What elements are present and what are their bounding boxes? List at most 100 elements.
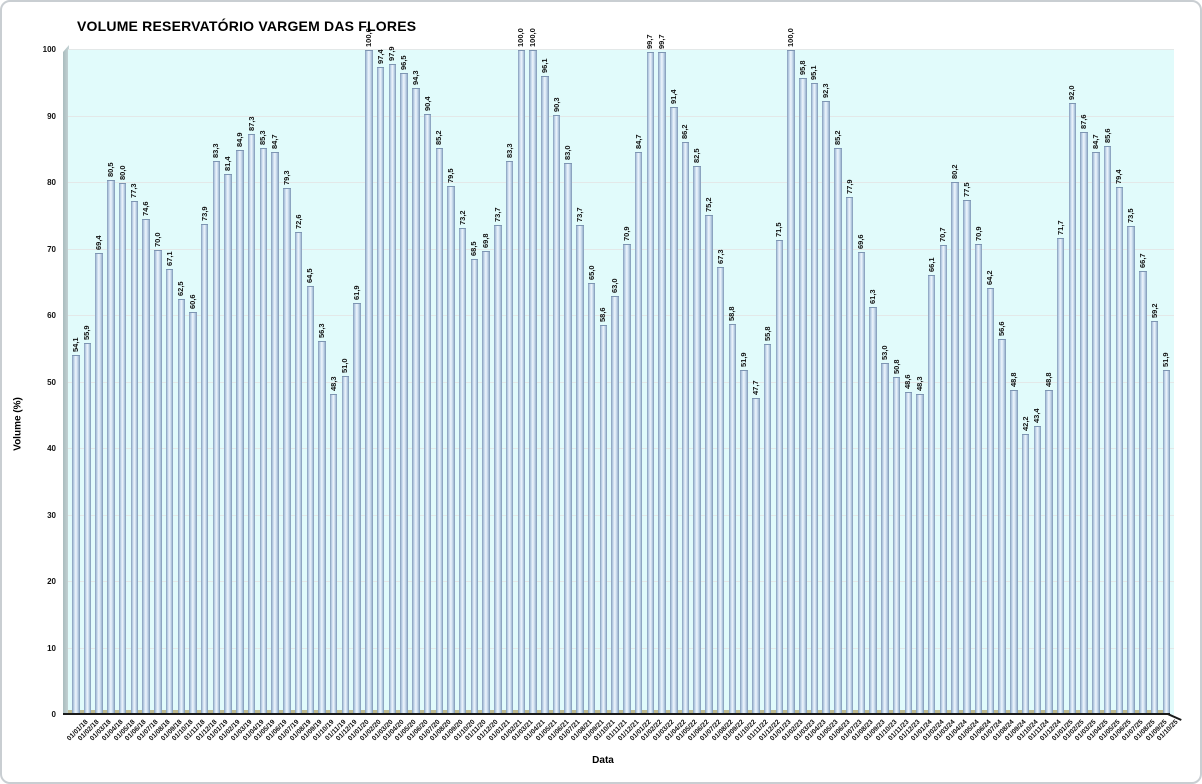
bar-value-label: 75,2 — [703, 197, 713, 212]
bar-value-label: 73,9 — [199, 205, 209, 221]
bar — [1021, 434, 1030, 715]
bar — [177, 299, 186, 715]
bar-value-label: 66,7 — [1137, 253, 1147, 269]
y-tick-label: 10 — [47, 643, 56, 653]
bar — [318, 340, 326, 715]
y-tick-label: 60 — [47, 311, 56, 320]
bar-value-label: 86,2 — [680, 124, 690, 139]
gridline — [68, 448, 1174, 449]
bar — [271, 151, 279, 715]
bar-value-label: 58,8 — [727, 306, 737, 321]
bar — [236, 150, 244, 715]
bar-value-label: 54,1 — [70, 337, 80, 353]
bar-value-label: 70,9 — [621, 225, 631, 241]
bar — [705, 214, 713, 715]
bar — [95, 253, 103, 715]
bar — [376, 67, 385, 715]
bar — [482, 250, 490, 715]
bar-value-label: 87,3 — [246, 116, 256, 132]
bar — [306, 286, 315, 715]
bar — [1045, 390, 1053, 715]
bar — [423, 113, 432, 715]
bar-value-label: 47,7 — [750, 380, 760, 395]
bar-value-label: 64,2 — [985, 270, 995, 286]
bar — [470, 259, 479, 715]
bar — [1068, 103, 1077, 715]
bar — [587, 282, 596, 715]
bar-value-label: 70,9 — [973, 225, 983, 241]
bar — [963, 199, 971, 715]
bar-value-label: 96,1 — [539, 58, 549, 73]
x-axis-title: Data — [592, 755, 614, 766]
gridline — [68, 647, 1174, 649]
bar — [1010, 390, 1018, 715]
bar-value-label: 50,8 — [891, 359, 901, 375]
bar — [388, 63, 397, 715]
bar-value-label: 79,4 — [1114, 169, 1124, 184]
bar — [951, 181, 959, 715]
bar-value-label: 96,5 — [399, 55, 409, 71]
bar-value-label: 84,7 — [633, 134, 643, 149]
bar — [1092, 151, 1100, 715]
bar — [974, 243, 983, 715]
bar-value-label: 48,6 — [903, 374, 913, 389]
x-axis-line — [63, 713, 1170, 715]
bar-value-label: 100,0 — [516, 28, 526, 47]
bar — [189, 312, 197, 715]
bar — [740, 369, 748, 715]
bar — [611, 296, 619, 715]
bar-value-label: 80,2 — [950, 164, 960, 179]
bar-value-label: 68,5 — [469, 241, 479, 257]
bar — [142, 218, 150, 715]
bar — [670, 107, 678, 715]
bar — [681, 141, 690, 715]
bar-value-label: 84,9 — [234, 132, 244, 148]
bar-value-label: 91,4 — [668, 89, 678, 105]
bar-value-label: 77,3 — [129, 183, 139, 198]
bar — [365, 50, 373, 715]
gridline — [68, 248, 1174, 250]
bar — [775, 239, 784, 715]
bar-value-label: 84,7 — [1090, 134, 1100, 149]
bar — [1056, 238, 1065, 715]
bar-value-label: 85,2 — [832, 130, 842, 146]
bar — [693, 166, 701, 715]
bar — [916, 393, 924, 715]
bar — [247, 134, 256, 715]
bar — [341, 375, 350, 715]
bar — [329, 393, 338, 715]
bar-value-label: 61,3 — [868, 289, 878, 305]
bar-value-label: 90,3 — [551, 96, 561, 112]
bar — [716, 267, 725, 715]
bar — [1080, 132, 1088, 715]
bar — [552, 114, 561, 715]
y-tick-label: 30 — [47, 510, 56, 520]
y-tick-label: 50 — [47, 377, 56, 387]
gridline — [68, 581, 1174, 582]
bar — [576, 224, 584, 715]
bar-value-label: 48,3 — [915, 376, 924, 391]
bar-value-label: 92,3 — [821, 83, 831, 99]
bar — [658, 51, 666, 715]
bar-value-label: 82,5 — [692, 148, 702, 164]
bar-value-label: 43,4 — [1032, 408, 1042, 424]
bar — [939, 244, 948, 715]
bar — [810, 82, 819, 715]
bar — [412, 87, 420, 715]
bar — [212, 161, 221, 715]
bar-value-label: 70,7 — [938, 227, 948, 242]
bar — [892, 377, 901, 715]
bar-value-label: 97,9 — [387, 46, 397, 61]
bar — [154, 249, 162, 715]
bar-value-label: 80,0 — [117, 165, 127, 180]
bar-value-label: 62,5 — [176, 281, 186, 297]
bar — [1127, 226, 1135, 715]
bar — [200, 223, 209, 715]
bar — [529, 50, 537, 715]
bar-value-label: 72,6 — [293, 214, 303, 230]
bar — [1033, 426, 1042, 715]
bar-value-label: 67,1 — [164, 251, 174, 266]
y-tick-label: 100 — [42, 45, 56, 54]
bar-value-label: 85,3 — [258, 130, 268, 145]
bar — [564, 163, 572, 715]
